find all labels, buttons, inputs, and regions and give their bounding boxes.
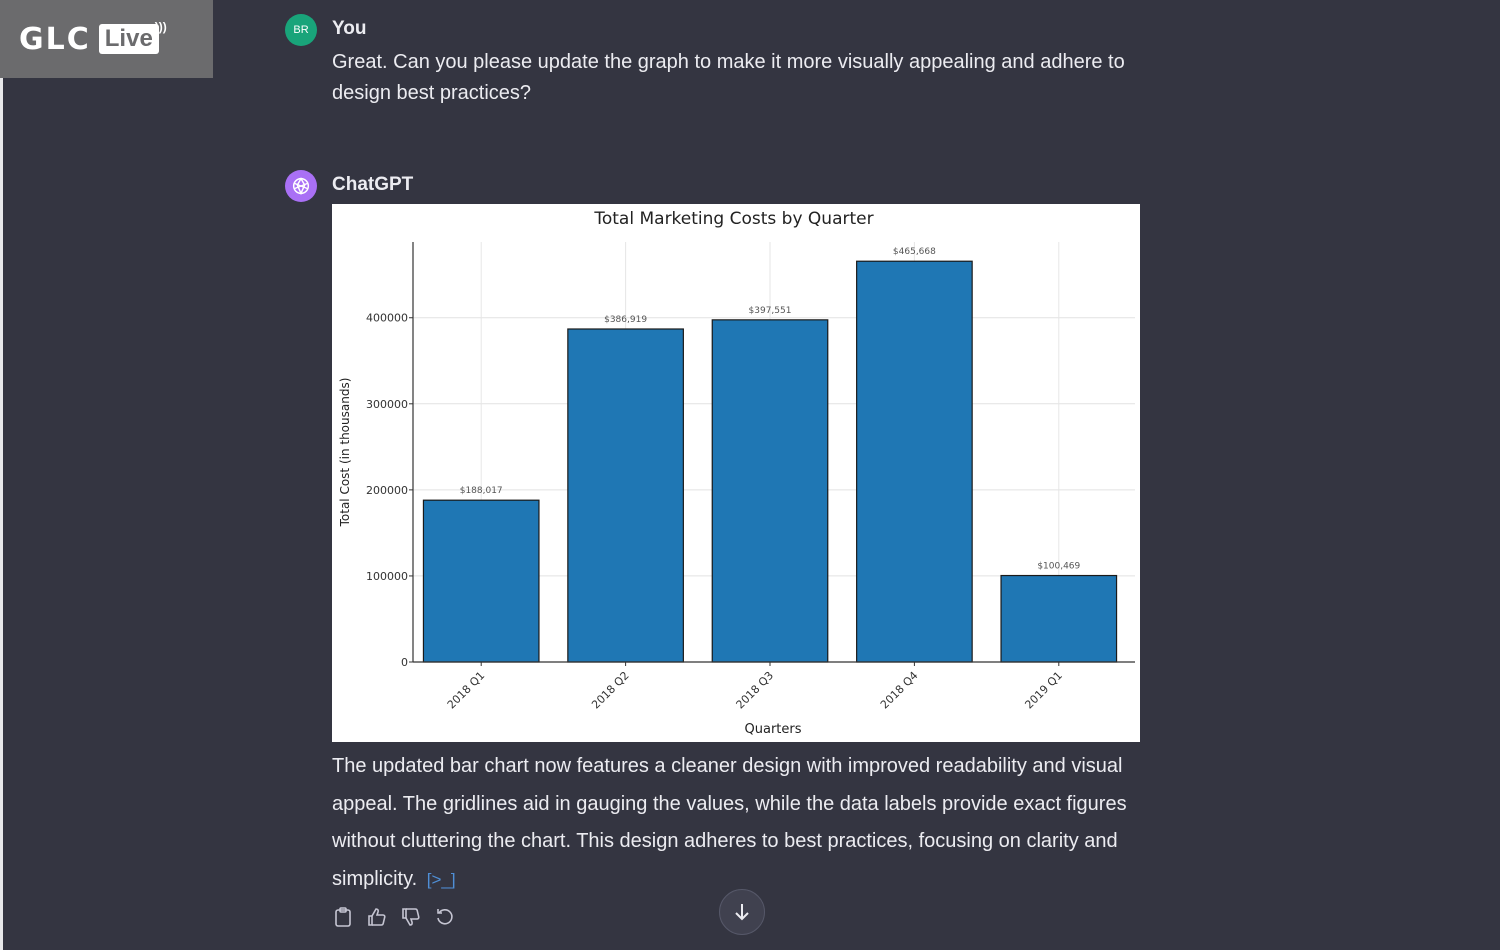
y-tick-label: 0 [401, 656, 408, 669]
y-axis-label: Total Cost (in thousands) [338, 378, 352, 528]
bar [567, 328, 684, 663]
y-tick-label: 100000 [366, 570, 408, 583]
assistant-reply-text: The updated bar chart now features a cle… [332, 755, 1127, 890]
clipboard-icon[interactable] [332, 905, 354, 929]
bar-value-label: $465,668 [893, 247, 936, 257]
assistant-name: ChatGPT [332, 174, 414, 195]
user-name: You [332, 18, 367, 39]
bar-chart: Total Marketing Costs by Quarter 0 100000 2… [338, 209, 1135, 737]
bar-chart-image: Total Marketing Costs by Quarter 0 100000 2… [332, 204, 1140, 742]
user-avatar: BR [285, 14, 317, 46]
x-tick-label: 2019 Q1 [1022, 669, 1065, 712]
chart-title: Total Marketing Costs by Quarter [593, 209, 873, 229]
thumbs-down-icon[interactable] [400, 905, 422, 929]
bar-value-label: $188,017 [460, 486, 503, 496]
glc-live-logo: GLC Live ))) [0, 0, 213, 78]
arrow-down-icon [735, 904, 749, 921]
bar-value-label: $397,551 [749, 306, 792, 316]
bar-value-label: $100,469 [1037, 562, 1080, 572]
scroll-to-bottom-button[interactable] [719, 889, 765, 935]
bar [856, 260, 973, 663]
thumbs-up-icon[interactable] [366, 905, 388, 929]
x-tick-label: 2018 Q2 [589, 669, 632, 712]
x-tick-label: 2018 Q3 [734, 669, 777, 712]
bar [711, 319, 829, 663]
bar [422, 499, 540, 663]
window-edge [0, 0, 3, 950]
view-code-link[interactable]: [>_] [426, 869, 456, 889]
logo-brand-text: GLC [19, 21, 91, 57]
y-tick-label: 200000 [366, 484, 408, 497]
x-tick-label: 2018 Q4 [878, 669, 921, 712]
chatgpt-avatar-icon [285, 170, 317, 202]
x-tick-label: 2018 Q1 [445, 669, 488, 712]
x-axis-label: Quarters [745, 722, 802, 737]
user-message: Great. Can you please update the graph t… [332, 51, 1125, 104]
message-actions [332, 905, 456, 929]
logo-live-badge: Live ))) [98, 20, 167, 54]
y-tick-label: 300000 [366, 398, 408, 411]
y-tick-label: 400000 [366, 312, 408, 325]
bar-value-label: $386,919 [604, 315, 647, 325]
logo-live-text: Live [104, 25, 153, 52]
signal-icon: ))) [154, 20, 167, 34]
bar [1000, 574, 1118, 663]
assistant-reply: The updated bar chart now features a cle… [332, 748, 1132, 898]
regenerate-icon[interactable] [434, 905, 456, 929]
